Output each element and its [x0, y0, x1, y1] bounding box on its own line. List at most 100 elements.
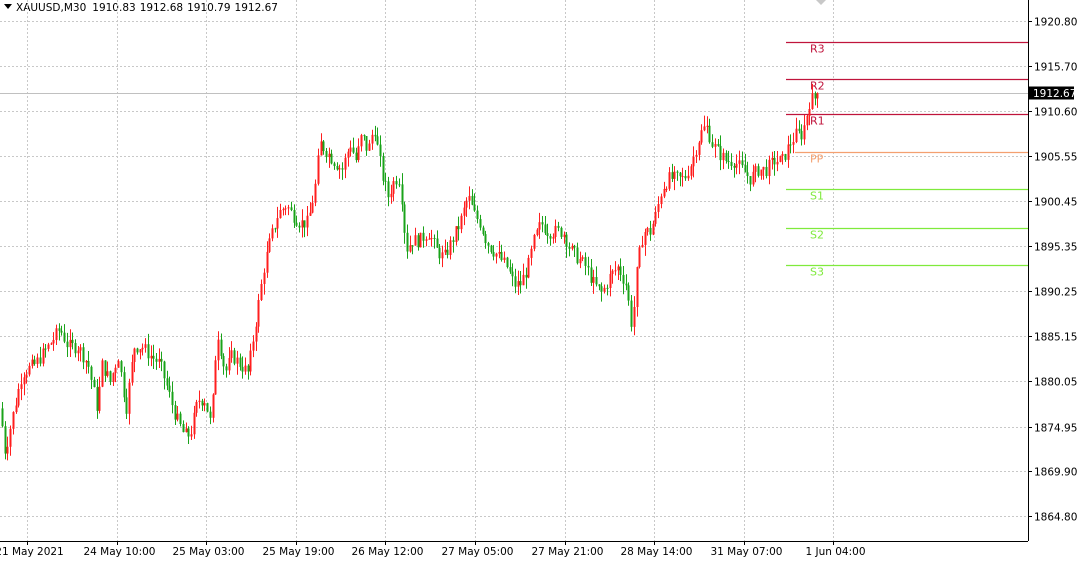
pivot-label-s1: S1 [810, 190, 824, 203]
candle-body [663, 188, 666, 197]
candle-body [511, 271, 514, 277]
candle-body [101, 360, 104, 387]
candle-body [430, 237, 433, 239]
candle-body [212, 394, 215, 418]
candle-body [714, 143, 717, 147]
candle-body [155, 358, 158, 362]
candle-body [581, 257, 584, 259]
candle-body [44, 348, 47, 350]
candle-body [31, 359, 34, 366]
x-tick-label: 25 May 03:00 [172, 546, 244, 558]
candle-body [768, 159, 771, 177]
candle-body [622, 274, 625, 284]
pivot-label-r2: R2 [810, 80, 825, 93]
candle-body [233, 350, 236, 364]
candle-body [630, 300, 633, 327]
candle-body [33, 359, 36, 364]
y-tick-label: 1910.60 [1034, 107, 1077, 119]
candle-body [798, 128, 801, 131]
candle-body [60, 330, 63, 333]
candle-body [85, 360, 88, 363]
candle-body [50, 343, 53, 345]
candle-body [549, 236, 552, 239]
candle-body [457, 226, 460, 230]
y-tick-label: 1880.05 [1034, 377, 1077, 389]
candle-body [123, 372, 126, 398]
candle-body [606, 287, 609, 289]
candle-body [52, 339, 55, 344]
candle-body [303, 220, 306, 228]
candle-body [757, 166, 760, 176]
candle-body [271, 228, 274, 239]
candle-body [217, 339, 220, 361]
candle-body [287, 207, 290, 209]
x-tick-label: 27 May 21:00 [531, 546, 603, 558]
candle-body [201, 400, 204, 406]
candle-body [492, 251, 495, 257]
candle-body [625, 283, 628, 286]
candle-body [657, 204, 660, 212]
candle-body [679, 172, 682, 177]
candle-body [338, 168, 341, 170]
candle-body [476, 210, 479, 220]
candle-body [290, 207, 293, 211]
candle-body [309, 212, 312, 216]
candle-body [595, 277, 598, 285]
candle-body [619, 266, 622, 275]
current-price-label: 1912.67 [1033, 88, 1076, 100]
candle-body [263, 272, 266, 284]
candle-body [398, 184, 401, 186]
candle-body [414, 235, 417, 246]
candle-body [363, 135, 366, 137]
candle-body [455, 226, 458, 242]
candle-body [125, 397, 128, 414]
candle-body [382, 156, 385, 181]
candle-body [128, 382, 131, 414]
candle-body [220, 339, 223, 356]
candle-body [306, 215, 309, 228]
candle-body [795, 128, 798, 143]
candle-body [39, 357, 42, 364]
candle-body [506, 257, 509, 268]
candle-body [193, 412, 196, 435]
candle-body [744, 165, 747, 173]
candle-body [725, 152, 728, 162]
candle-body [449, 240, 452, 255]
candle-body [71, 339, 74, 344]
candle-body [706, 125, 709, 127]
y-tick-label: 1895.35 [1034, 242, 1077, 254]
candle-body [239, 357, 242, 367]
candle-body [163, 361, 166, 379]
candle-body [568, 246, 571, 249]
candle-body [225, 366, 228, 371]
candle-body [603, 287, 606, 292]
candle-body [587, 265, 590, 268]
candle-body [98, 386, 101, 411]
candle-body [198, 400, 201, 402]
candle-body [614, 270, 617, 272]
candle-body [433, 237, 436, 239]
candle-body [633, 306, 636, 327]
symbol-label: XAUUSD,M30 [16, 2, 87, 14]
candle-body [787, 144, 790, 160]
candle-body [692, 156, 695, 167]
x-tick-label: 1 Jun 04:00 [805, 546, 865, 558]
candle-body [349, 147, 352, 152]
candle-body [47, 344, 50, 349]
candle-body [773, 157, 776, 165]
dropdown-triangle-icon[interactable] [4, 4, 12, 9]
candle-body [784, 154, 787, 160]
candle-body [538, 222, 541, 230]
x-tick-label: 31 May 07:00 [710, 546, 782, 558]
candle-body [811, 93, 814, 110]
candle-body [344, 157, 347, 170]
candle-body [573, 245, 576, 248]
candle-body [179, 413, 182, 425]
candle-body [579, 258, 582, 264]
candle-body [536, 229, 539, 235]
ohlc-open: 1910.83 [92, 2, 136, 14]
candle-body [646, 227, 649, 233]
candle-body [428, 238, 431, 240]
